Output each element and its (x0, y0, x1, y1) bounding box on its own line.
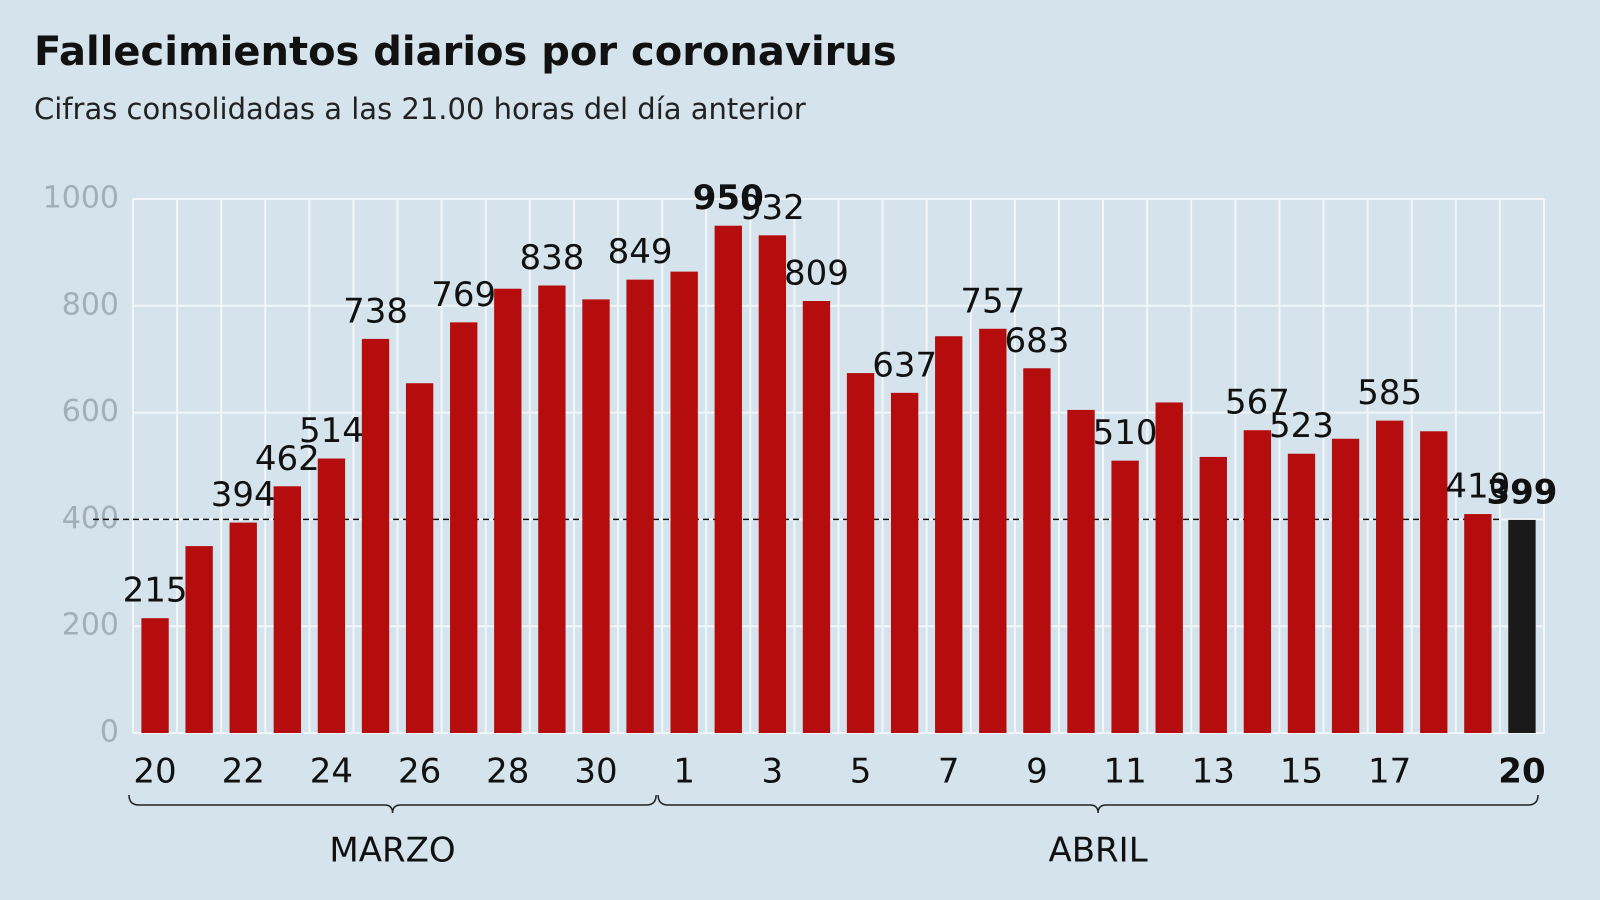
x-tick-label: 20 (1498, 752, 1545, 792)
x-tick-label: 1 (673, 752, 695, 792)
value-label: 683 (1004, 321, 1069, 361)
y-tick-label: 0 (100, 715, 119, 750)
x-tick-label: 17 (1368, 752, 1411, 792)
value-label: 769 (431, 275, 496, 315)
group-label: ABRIL (1048, 831, 1147, 871)
value-label: 637 (872, 345, 937, 385)
x-tick-label: 9 (1026, 752, 1048, 792)
y-tick-label: 400 (62, 501, 119, 536)
value-label: 514 (299, 411, 364, 451)
bar (1067, 409, 1095, 733)
bar (1199, 456, 1227, 733)
bar (1287, 453, 1316, 733)
bar (141, 618, 169, 733)
value-label: 932 (740, 188, 805, 228)
bar (1376, 420, 1404, 733)
bar (979, 328, 1007, 733)
value-label: 838 (519, 238, 584, 278)
bar (538, 285, 566, 733)
bar (405, 383, 434, 733)
bar (494, 288, 522, 733)
bar (317, 458, 346, 733)
bar (185, 546, 213, 733)
x-tick-label: 24 (310, 752, 353, 792)
value-label: 510 (1093, 413, 1158, 453)
value-label: 950 (693, 178, 764, 218)
value-label: 399 (1486, 472, 1557, 512)
x-tick-label: 26 (398, 752, 441, 792)
value-label: 394 (211, 475, 276, 515)
x-tick-label: 15 (1280, 752, 1323, 792)
bar (758, 235, 787, 733)
chart-title: Fallecimientos diarios por coronavirus (34, 29, 897, 75)
bar (626, 279, 654, 733)
bar (582, 299, 610, 733)
value-label: 738 (343, 291, 408, 331)
y-tick-label: 1000 (43, 181, 119, 216)
x-tick-label: 22 (222, 752, 265, 792)
bar (802, 300, 831, 733)
value-label: 809 (784, 253, 849, 293)
chart-subtitle: Cifras consolidadas a las 21.00 horas de… (34, 92, 806, 126)
x-tick-label: 28 (486, 752, 529, 792)
x-tick-label: 3 (762, 752, 784, 792)
x-tick-label: 13 (1192, 752, 1235, 792)
bar (1420, 431, 1448, 733)
bar (1508, 519, 1536, 733)
x-tick-label: 30 (574, 752, 617, 792)
bar (1243, 430, 1272, 733)
value-label: 523 (1269, 406, 1334, 446)
value-label: 585 (1357, 373, 1422, 413)
y-tick-label: 600 (62, 394, 119, 429)
bar (935, 336, 963, 733)
value-label: 849 (608, 232, 673, 272)
x-tick-label: 11 (1103, 752, 1146, 792)
value-label: 462 (255, 439, 320, 479)
x-tick-label: 5 (850, 752, 872, 792)
bar (714, 225, 742, 733)
group-bracket (128, 794, 657, 814)
bar (1111, 460, 1139, 733)
bar (229, 522, 257, 733)
y-tick-label: 200 (62, 608, 119, 643)
group-bracket (657, 794, 1539, 814)
bar (1155, 402, 1183, 733)
x-tick-label: 20 (133, 752, 176, 792)
bar (890, 392, 919, 733)
bar (1023, 368, 1051, 733)
group-label: MARZO (329, 831, 455, 871)
bar (273, 486, 301, 733)
bar (670, 271, 698, 733)
value-label: 757 (960, 281, 1025, 321)
x-tick-label: 7 (938, 752, 960, 792)
bar (846, 373, 875, 733)
bar (1331, 438, 1360, 733)
bar (450, 322, 478, 733)
y-tick-label: 800 (62, 287, 119, 322)
bar (361, 338, 390, 733)
value-label: 567 (1225, 383, 1290, 423)
value-label: 215 (123, 571, 188, 611)
bar (1464, 514, 1492, 733)
value-label: 410 (1445, 467, 1510, 507)
